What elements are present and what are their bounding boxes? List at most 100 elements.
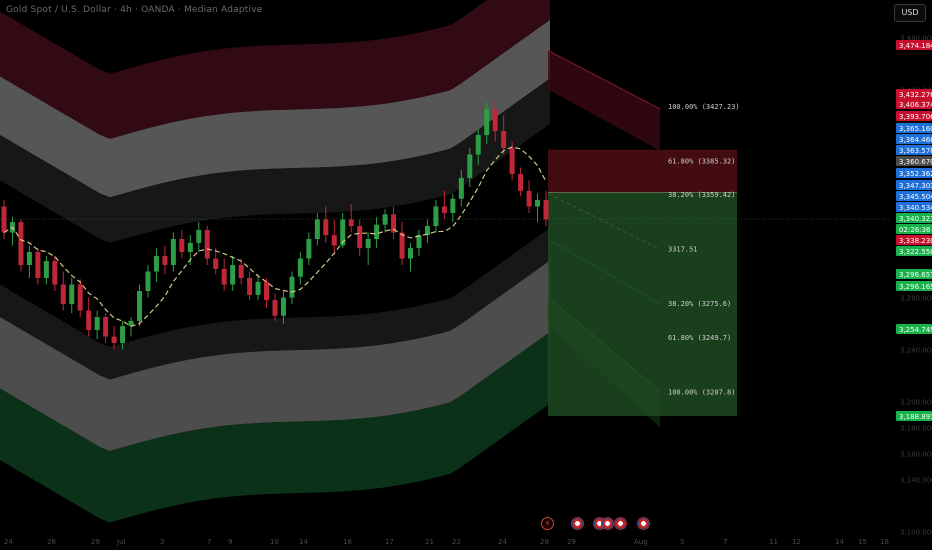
x-axis-tick-label: 24	[4, 538, 13, 546]
price-label-box	[896, 281, 932, 291]
candle-body	[416, 235, 422, 249]
candle-body	[323, 219, 329, 236]
price-label-text: 3,338.230	[899, 237, 932, 245]
upper-dark-band	[0, 78, 550, 243]
candle-body	[441, 206, 447, 213]
stop-loss-zone	[548, 149, 737, 193]
price-label-text: 02:26:36	[899, 226, 931, 234]
y-axis-tick-label: 3,180.000	[900, 425, 932, 433]
price-label-box	[896, 235, 932, 245]
us-flag-icon[interactable]	[614, 517, 627, 530]
x-axis-tick-label: 15	[858, 538, 867, 546]
us-flag-icon[interactable]	[601, 517, 614, 530]
candle-body	[196, 229, 202, 243]
candle-body	[365, 239, 371, 249]
candle-body	[213, 258, 219, 269]
candle-body	[120, 326, 126, 344]
price-label-box	[896, 111, 932, 121]
candle-body	[331, 235, 337, 246]
candle-body	[424, 225, 430, 236]
candle-body	[543, 199, 549, 220]
fib-level-label: 38.20% (3359.42)	[668, 191, 735, 199]
take-profit-zone	[548, 192, 737, 416]
candle-body	[382, 214, 388, 225]
currency-button[interactable]: USD	[894, 4, 926, 22]
x-axis-tick-label: 7	[723, 538, 727, 546]
price-label-text: 3,406.374	[899, 101, 932, 109]
candle-body	[314, 219, 320, 240]
candle-body	[1, 206, 7, 233]
x-axis-tick-label: 7	[207, 538, 211, 546]
candle-body	[297, 258, 303, 277]
candle-body	[69, 284, 75, 305]
price-label-text: 3,340.321	[899, 215, 932, 223]
candle-body	[484, 108, 490, 135]
candle-body	[179, 239, 185, 253]
candle-body	[467, 154, 473, 178]
candle-body	[162, 255, 168, 266]
candle-body	[289, 276, 295, 298]
candle-body	[247, 278, 253, 295]
price-label-box	[896, 324, 932, 334]
candle-body	[77, 284, 83, 311]
y-axis-tick-label: 3,280.000	[900, 295, 932, 303]
candle-body	[94, 317, 100, 331]
price-label-text: 3,254.749	[899, 326, 932, 334]
us-flag-icon[interactable]	[571, 517, 584, 530]
fib-level-label: 38.20% (3275.6)	[668, 300, 731, 308]
bolt-event-icon[interactable]: ⚡	[541, 517, 554, 530]
candle-body	[52, 261, 58, 285]
symbol-title: Gold Spot / U.S. Dollar · 4h · OANDA · M…	[6, 5, 263, 15]
x-axis-tick-label: 18	[880, 538, 889, 546]
x-axis-tick-label: 21	[425, 538, 434, 546]
candle-body	[509, 147, 515, 174]
candle-body	[221, 268, 227, 285]
y-axis-tick-label: 3,480.000	[900, 34, 932, 42]
candle-body	[374, 224, 380, 240]
candle-body	[501, 131, 507, 148]
candle-body	[26, 252, 32, 266]
candle-body	[535, 199, 541, 207]
candle-body	[43, 261, 49, 279]
price-label-box	[896, 213, 932, 223]
y-axis-tick-label: 3,200.000	[900, 399, 932, 407]
candle-body	[340, 219, 346, 246]
price-label-box	[896, 224, 932, 234]
price-label-text: 3,340.534	[899, 204, 932, 212]
candle-body	[153, 255, 159, 272]
candle-body	[103, 317, 109, 337]
price-label-text: 3,296.657	[899, 271, 932, 279]
candle-body	[280, 297, 286, 316]
price-label-box	[896, 89, 932, 99]
candle-body	[128, 320, 134, 327]
y-axis-tick-label: 3,240.000	[900, 347, 932, 355]
candle-body	[170, 239, 176, 266]
candle-body	[86, 310, 92, 331]
price-label-box	[896, 99, 932, 109]
candle-body	[35, 252, 41, 279]
price-label-box	[896, 168, 932, 178]
candle-body	[18, 222, 24, 266]
fib-level-label: 3317.51	[668, 246, 698, 254]
candle-body	[145, 271, 151, 292]
price-label-box	[896, 269, 932, 279]
lower-dark-band	[0, 227, 550, 380]
candle-body	[450, 198, 456, 213]
price-label-box	[896, 411, 932, 421]
candle-body	[526, 190, 532, 207]
us-flag-icon[interactable]	[637, 517, 650, 530]
candle-body	[306, 239, 312, 259]
upper-projection-line	[547, 49, 661, 110]
x-axis-tick-label: 9	[228, 538, 232, 546]
candle-body	[137, 291, 142, 321]
price-label-text: 3,363.578	[899, 147, 932, 155]
price-label-box	[896, 180, 932, 190]
x-axis-tick-label: 5	[680, 538, 684, 546]
candle-body	[399, 232, 405, 259]
candle-body	[255, 281, 261, 295]
x-axis-tick-label: 16	[343, 538, 352, 546]
x-axis-tick-label: 29	[91, 538, 100, 546]
x-axis-tick-label: 12	[792, 538, 801, 546]
candle-body	[408, 248, 413, 259]
